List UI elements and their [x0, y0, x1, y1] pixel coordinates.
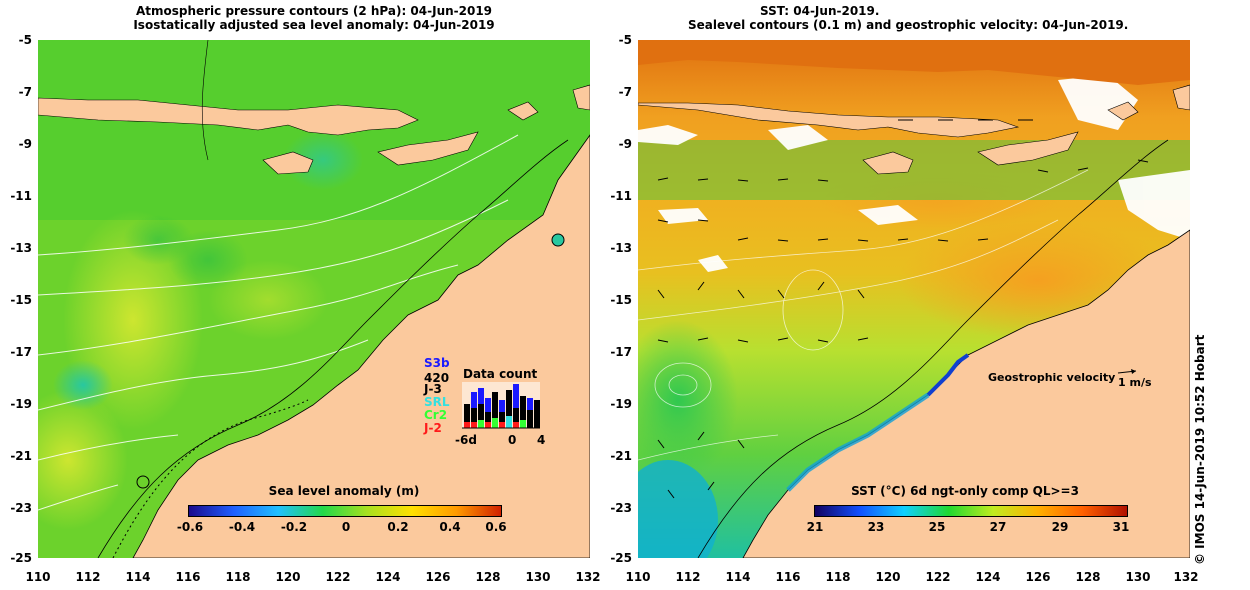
y-tick: -15 — [610, 293, 632, 307]
y-tick: -21 — [610, 449, 632, 463]
x-tick: 126 — [1025, 570, 1051, 584]
y-tick: -17 — [610, 345, 632, 359]
imos-credit: © IMOS 14-Jun-2019 10:52 Hobart — [1193, 334, 1207, 565]
y-tick: -9 — [618, 137, 632, 151]
y-tick: -7 — [618, 85, 632, 99]
x-tick: 116 — [175, 570, 201, 584]
x-tick: 118 — [825, 570, 851, 584]
y-tick: -9 — [18, 137, 32, 151]
velocity-scale-arrow — [1117, 369, 1137, 374]
sea-level-anomaly-map — [38, 40, 590, 558]
x-tick: 114 — [125, 570, 151, 584]
left-panel-title: Atmospheric pressure contours (2 hPa): 0… — [38, 4, 590, 32]
x-tick: 124 — [375, 570, 401, 584]
x-tick: 130 — [1125, 570, 1151, 584]
sla-tick: 0.4 — [439, 520, 461, 534]
histogram-tick-start: -6d — [455, 433, 477, 447]
right-title-line1: SST: 04-Jun-2019. — [760, 4, 880, 18]
sst-tick: 27 — [989, 520, 1007, 534]
data-count-value: 420 — [424, 371, 450, 385]
velocity-legend-label: Geostrophic velocity — [988, 371, 1116, 384]
mission-cr2: Cr2 — [424, 408, 448, 422]
y-tick: -11 — [10, 189, 32, 203]
x-tick: 132 — [575, 570, 601, 584]
x-tick: 130 — [525, 570, 551, 584]
sst-colorbar — [814, 505, 1128, 517]
y-tick: -23 — [10, 501, 32, 515]
x-tick: 114 — [725, 570, 751, 584]
mission-srl: SRL — [424, 395, 450, 409]
histogram-tick-end: 4 — [537, 433, 546, 447]
velocity-legend-scale: 1 m/s — [1118, 376, 1152, 389]
sla-tick: -0.4 — [228, 520, 256, 534]
right-panel-title: SST: 04-Jun-2019. Sealevel contours (0.1… — [638, 4, 1190, 32]
sla-colorbar-title: Sea level anomaly (m) — [268, 484, 420, 498]
sst-map — [638, 40, 1190, 558]
y-tick: -19 — [10, 397, 32, 411]
sla-tick: 0.6 — [485, 520, 507, 534]
x-tick: 120 — [875, 570, 901, 584]
y-tick: -15 — [10, 293, 32, 307]
y-tick: -23 — [610, 501, 632, 515]
y-tick: -19 — [610, 397, 632, 411]
y-tick: -17 — [10, 345, 32, 359]
x-tick: 110 — [25, 570, 51, 584]
sla-tick: 0.2 — [387, 520, 409, 534]
velocity-arrows — [657, 119, 1149, 499]
histogram-tick-zero: 0 — [508, 433, 517, 447]
sst-tick: 25 — [928, 520, 946, 534]
mission-j2: J-2 — [424, 421, 442, 435]
y-tick: -11 — [610, 189, 632, 203]
sla-tick: -0.6 — [176, 520, 204, 534]
x-tick: 128 — [1075, 570, 1101, 584]
sst-tick: 21 — [806, 520, 824, 534]
x-tick: 122 — [325, 570, 351, 584]
histogram-bars — [464, 384, 540, 428]
x-tick: 132 — [1173, 570, 1199, 584]
y-tick: -7 — [18, 85, 32, 99]
data-count-label: Data count — [463, 367, 538, 381]
mission-s3b: S3b — [424, 356, 450, 370]
x-tick: 118 — [225, 570, 251, 584]
sst-tick: 31 — [1112, 520, 1130, 534]
x-tick: 110 — [625, 570, 651, 584]
y-tick: -25 — [10, 551, 32, 565]
sst-tick: 23 — [867, 520, 885, 534]
sla-map-svg — [38, 40, 590, 558]
x-tick: 124 — [975, 570, 1001, 584]
x-tick: 112 — [75, 570, 101, 584]
mission-j3: J-3 — [424, 382, 442, 396]
y-tick: -25 — [610, 551, 632, 565]
data-count-histogram — [462, 382, 540, 429]
x-tick: 116 — [775, 570, 801, 584]
x-tick: 126 — [425, 570, 451, 584]
sst-tick: 29 — [1051, 520, 1069, 534]
y-tick: -13 — [610, 241, 632, 255]
y-tick: -5 — [618, 33, 632, 47]
sst-colorbar-title: SST (°C) 6d ngt-only comp QL>=3 — [851, 484, 1079, 498]
left-title-line1: Atmospheric pressure contours (2 hPa): 0… — [135, 4, 493, 18]
y-tick: -13 — [10, 241, 32, 255]
left-title-line2: Isostatically adjusted sea level anomaly… — [133, 18, 495, 32]
x-tick: 112 — [675, 570, 701, 584]
x-tick: 128 — [475, 570, 501, 584]
y-tick: -21 — [10, 449, 32, 463]
x-tick: 120 — [275, 570, 301, 584]
sla-tick: -0.2 — [280, 520, 308, 534]
right-title-line2: Sealevel contours (0.1 m) and geostrophi… — [688, 18, 1129, 32]
sla-tick: 0 — [341, 520, 351, 534]
x-tick: 122 — [925, 570, 951, 584]
sla-colorbar — [188, 505, 502, 517]
y-tick: -5 — [18, 33, 32, 47]
sst-map-svg — [638, 40, 1190, 558]
